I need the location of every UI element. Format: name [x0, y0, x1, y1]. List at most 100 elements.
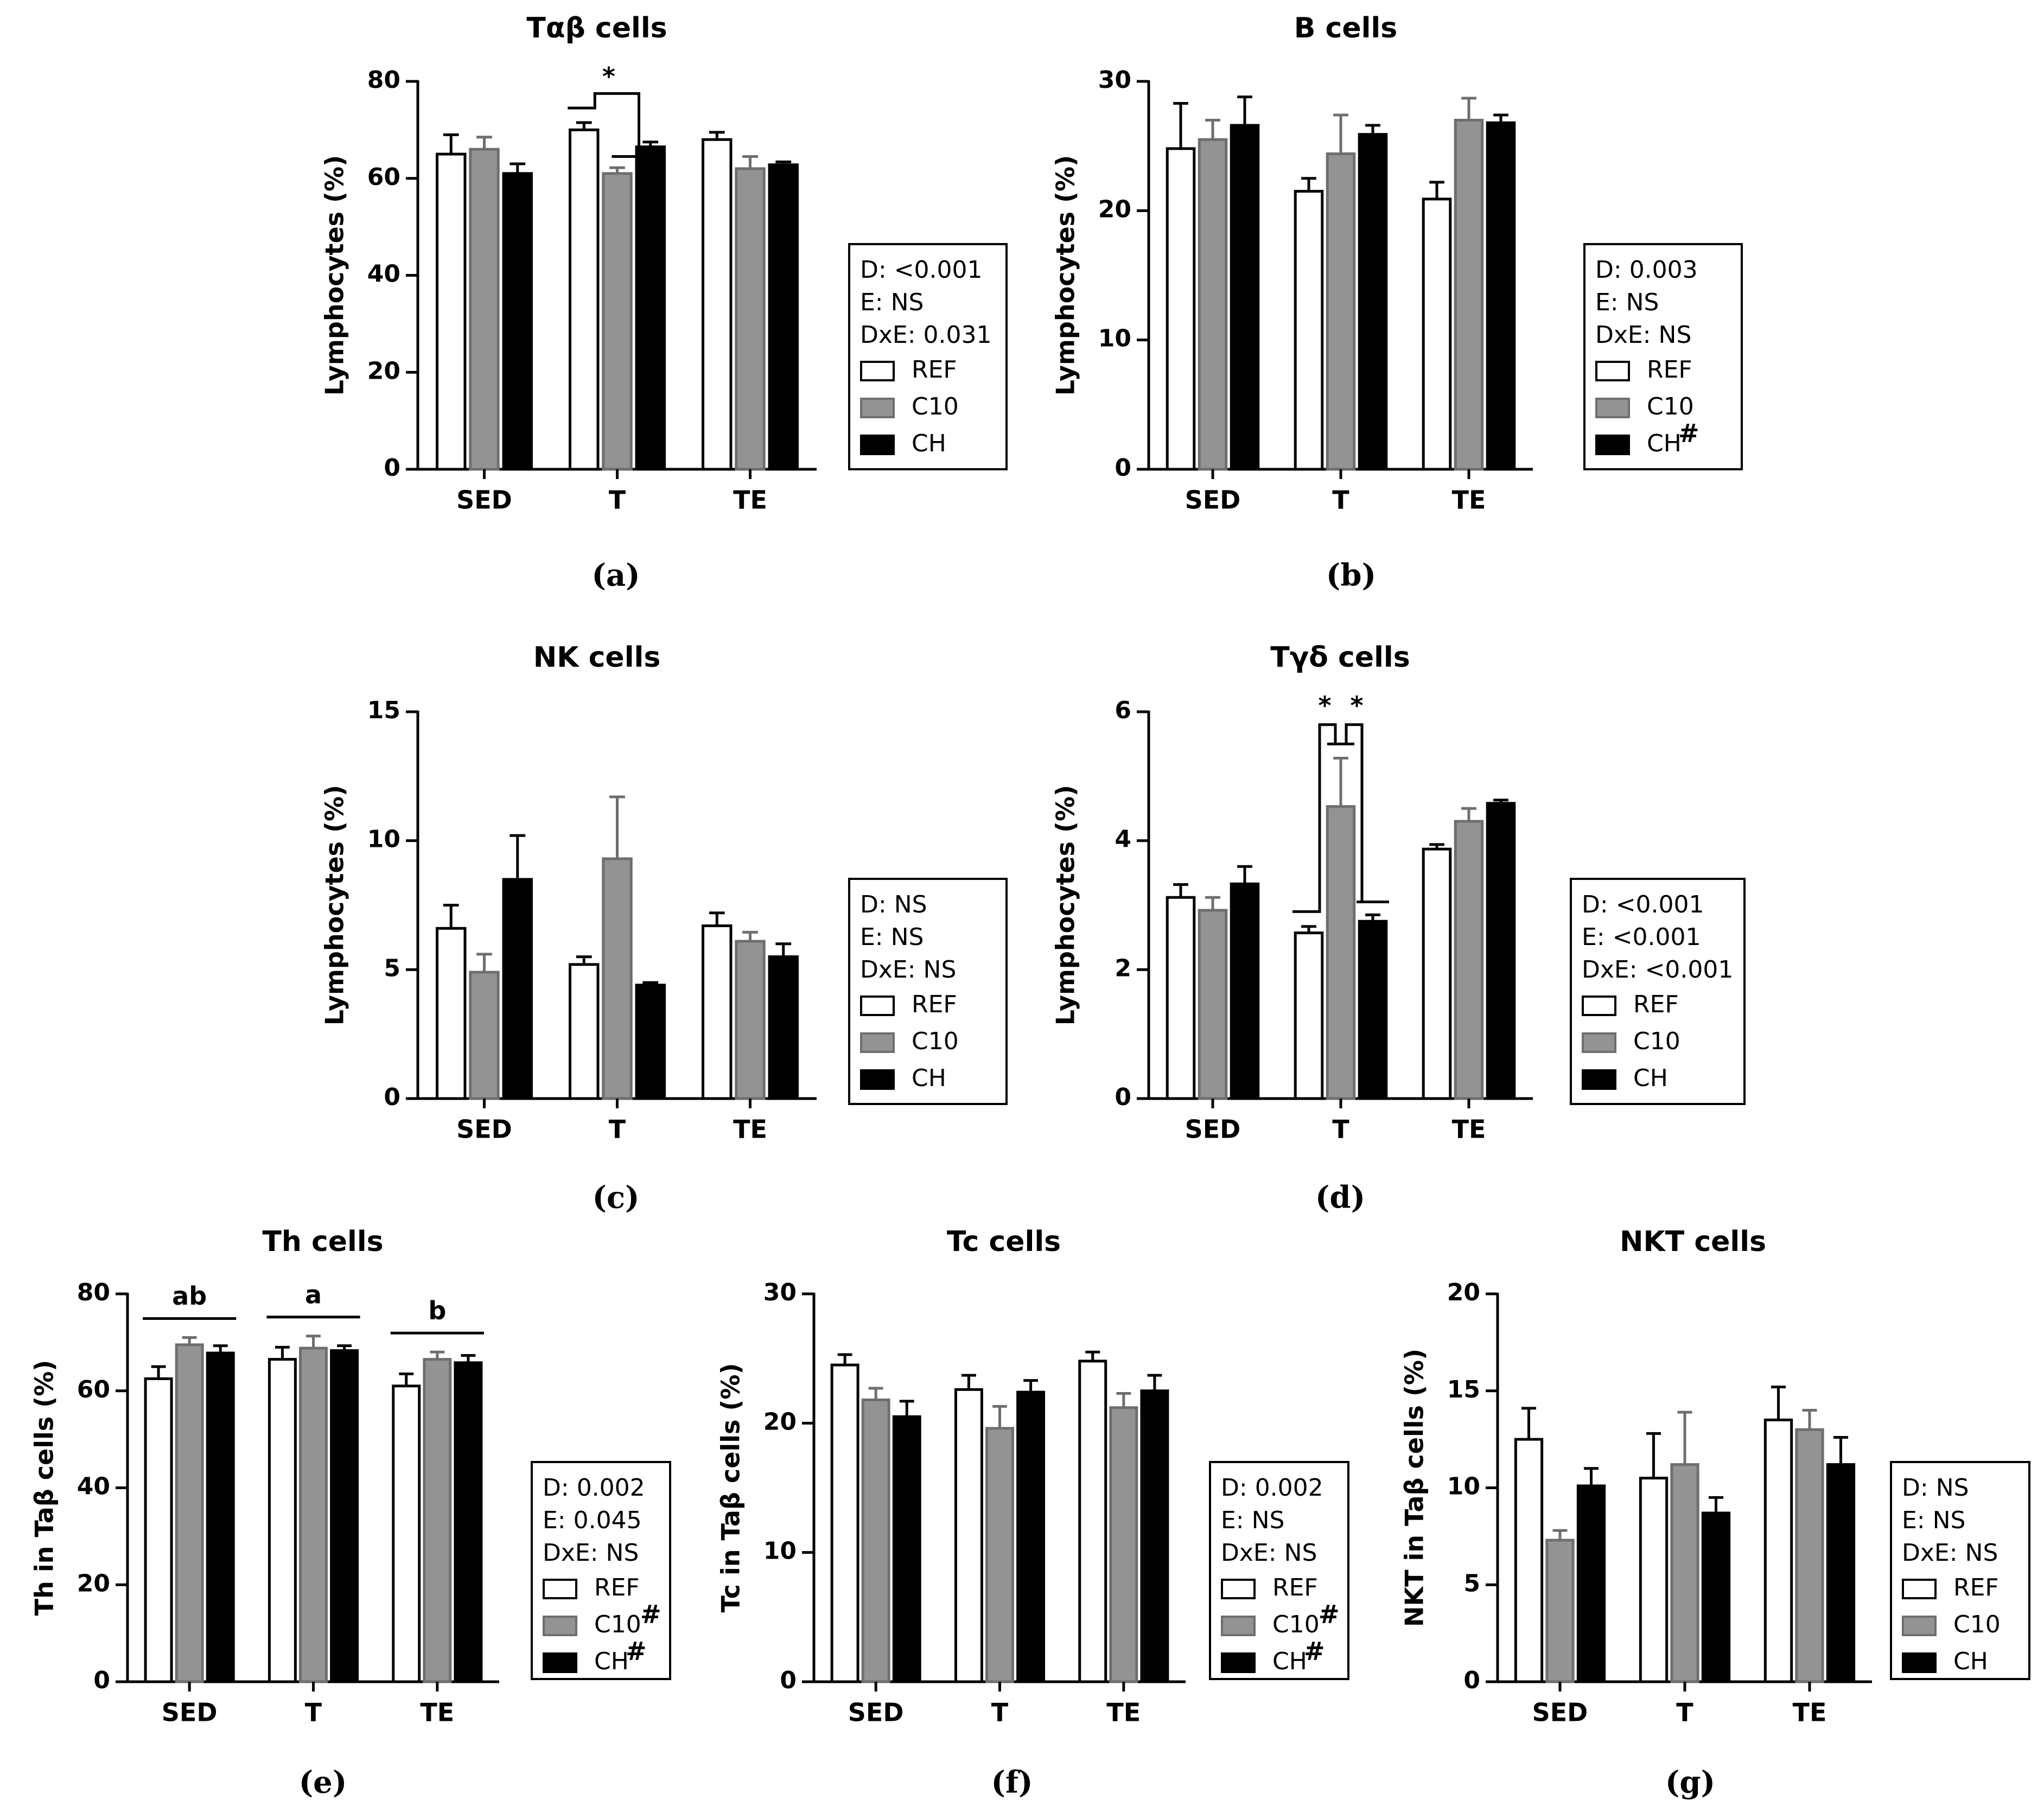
bar-ch: [1358, 133, 1388, 471]
y-axis-label: Tc in Taβ cells (%): [716, 1363, 746, 1612]
bar-c10: [469, 148, 500, 471]
legend-swatch-c10: [1221, 1616, 1256, 1636]
legend: D: NS E: NS DxE: NS REF C10 CH: [848, 878, 1008, 1105]
x-tick-label: TE: [420, 1698, 454, 1727]
bar-c10: [1545, 1539, 1575, 1683]
bar-ref: [1294, 931, 1324, 1100]
x-tick-label: TE: [733, 486, 767, 515]
legend-label: CH: [594, 1648, 629, 1675]
bar-ref: [1294, 190, 1324, 471]
y-tick-label: 60: [77, 1376, 110, 1403]
group-letter: b: [428, 1296, 446, 1325]
legend-swatch-ref: [543, 1579, 577, 1599]
bar-c10: [469, 971, 500, 1100]
panel-e: Th cells (e) Th in Taβ cells (%) 0 20 40 60 80 S…: [30, 1226, 671, 1801]
legend-label: REF: [912, 356, 957, 384]
stat-line: DxE: NS: [860, 956, 956, 984]
y-tick-label: 0: [1463, 1667, 1480, 1694]
legend-box: [1570, 878, 1746, 1105]
legend-swatch-ch: [1595, 435, 1630, 455]
y-tick-label: 0: [780, 1667, 797, 1694]
stat-line: DxE: 0.031: [860, 321, 992, 349]
stat-line: D: NS: [860, 891, 927, 918]
panel-g: NKT cells (g) NKT in Taβ cells (%) 0 5 10 15 20…: [1400, 1226, 2030, 1801]
stat-line: DxE: NS: [1221, 1539, 1317, 1567]
y-tick-label: 4: [1115, 826, 1131, 853]
legend-swatch-c10: [1595, 398, 1630, 418]
y-axis-label: Lymphocytes (%): [320, 785, 349, 1025]
bar-ref: [830, 1363, 859, 1683]
bar-ch: [1140, 1389, 1169, 1683]
legend: D: 0.003 E: NS DxE: NS REF C10 CH#: [1583, 243, 1743, 470]
legend-box: [848, 878, 1008, 1105]
x-tick-label: TE: [1106, 1698, 1141, 1727]
y-tick-label: 80: [77, 1279, 110, 1306]
legend-swatch-ch: [1221, 1652, 1256, 1673]
bar-ref: [1422, 197, 1452, 471]
stat-line: E: <0.001: [1582, 923, 1701, 951]
stat-line: D: NS: [1902, 1474, 1969, 1502]
x-tick-label: TE: [1452, 1115, 1486, 1144]
legend-swatch-c10: [860, 1032, 895, 1053]
legend-swatch-ch: [860, 435, 895, 455]
bar-c10: [1454, 119, 1484, 471]
bar-c10: [1326, 152, 1356, 471]
x-tick-label: T: [1332, 1115, 1349, 1144]
y-tick-label: 80: [367, 66, 400, 94]
x-tick-label: SED: [456, 1115, 512, 1144]
significance-bracket: [1345, 723, 1389, 904]
x-tick-label: T: [991, 1698, 1009, 1727]
panel-label: (f): [991, 1765, 1033, 1801]
significance-star: *: [1318, 691, 1331, 720]
bar-c10: [735, 167, 766, 471]
y-axis-label: NKT in Taβ cells (%): [1400, 1349, 1429, 1627]
bar-ref: [268, 1358, 297, 1683]
panel-b: B cells (b) Lymphocytes (%) 0 10 20 30 SED T TE D:…: [1051, 12, 1743, 593]
legend-label: C10: [912, 393, 959, 420]
legend: D: <0.001 E: <0.001 DxE: <0.001 REF C10 CH: [1570, 878, 1746, 1105]
y-tick-label: 20: [1447, 1279, 1480, 1306]
legend-swatch-c10: [543, 1616, 577, 1636]
legend-label: REF: [1633, 991, 1679, 1018]
legend-swatch-ref: [860, 361, 895, 381]
x-tick-label: T: [609, 486, 626, 515]
significance-bracket: [568, 92, 640, 158]
panel-a: Tαβ cells (a) Lymphocytes (%) 0 20 40 60 80 SED T…: [320, 12, 1008, 593]
legend: D: <0.001 E: NS DxE: 0.031 REF C10 CH: [848, 243, 1008, 470]
panel-label: (a): [591, 558, 640, 593]
y-tick-label: 60: [367, 163, 400, 191]
bar-ref: [954, 1388, 983, 1683]
y-tick-label: 0: [384, 1083, 400, 1111]
legend-mark: #: [1319, 1600, 1340, 1629]
x-tick-label: SED: [456, 486, 512, 515]
bar-ref: [702, 924, 733, 1100]
chart-title: B cells: [1294, 12, 1397, 44]
stat-line: D: <0.001: [860, 256, 983, 284]
panel-label: (d): [1315, 1180, 1365, 1216]
chart-title: NK cells: [533, 641, 661, 674]
chart-title: Tc cells: [947, 1226, 1061, 1258]
y-tick-label: 30: [1098, 66, 1131, 94]
legend-label: C10: [594, 1611, 641, 1638]
y-tick-label: 20: [1098, 195, 1131, 223]
bar-c10: [985, 1427, 1014, 1683]
bar-c10: [602, 172, 633, 471]
x-tick-label: SED: [1532, 1698, 1588, 1727]
legend-swatch-ch: [543, 1652, 577, 1673]
chart-title: Tαβ cells: [526, 12, 667, 44]
stat-line: DxE: NS: [1902, 1539, 1998, 1567]
bar-ref: [1639, 1477, 1669, 1683]
bar-ch: [454, 1361, 483, 1683]
bar-ref: [1422, 847, 1452, 1100]
bar-ch: [1826, 1463, 1856, 1683]
y-tick-label: 20: [77, 1569, 110, 1597]
bar-ch: [1016, 1390, 1046, 1683]
legend-swatch-ref: [1902, 1579, 1937, 1599]
legend-label: C10: [1272, 1611, 1320, 1638]
bar-ch: [635, 145, 666, 471]
y-tick-label: 15: [1447, 1376, 1480, 1403]
bar-c10: [299, 1346, 328, 1683]
stat-line: E: NS: [1221, 1507, 1284, 1534]
